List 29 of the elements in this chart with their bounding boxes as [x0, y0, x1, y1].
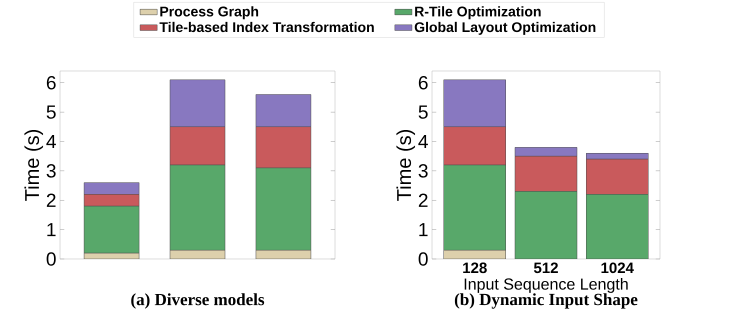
text: (a) Diverse models — [131, 293, 264, 309]
y-axis-title: Time (s) — [396, 130, 416, 201]
y-tick-label: 4 — [418, 134, 428, 148]
y-tick-label: 0 — [418, 252, 428, 266]
y-tick-label: 4 — [46, 134, 56, 148]
y-tick-label: 1 — [419, 223, 428, 236]
bar — [444, 164, 506, 250]
x-axis-title: Input Sequence Length — [464, 278, 628, 293]
text: (b) Dynamic Input Shape — [454, 293, 638, 309]
x-tick-label: 128 — [463, 262, 487, 274]
y-tick-label: 2 — [46, 194, 56, 207]
legend-label: Global Layout Optimization — [414, 22, 596, 35]
y-tick-label: 5 — [46, 105, 56, 119]
bar — [586, 194, 648, 259]
bar — [514, 191, 578, 259]
y-tick-label: 6 — [418, 76, 428, 90]
y-tick-label: 3 — [418, 164, 428, 178]
legend-label: Process Graph — [160, 6, 258, 20]
y-tick-label: 1 — [47, 223, 56, 236]
y-axis-title: Time (s) — [24, 130, 44, 201]
y-tick-label: 0 — [46, 252, 56, 266]
y-tick-label: 6 — [46, 76, 56, 90]
y-tick-label: 2 — [418, 194, 428, 207]
legend-label: Tile-based Index Transformation — [160, 22, 374, 32]
x-tick-label: 1024 — [602, 262, 634, 274]
x-tick-label: 512 — [534, 262, 558, 274]
legend-label: R-Tile Optimization — [415, 6, 541, 20]
y-tick-label: 3 — [46, 164, 56, 178]
y-tick-label: 5 — [418, 105, 428, 119]
